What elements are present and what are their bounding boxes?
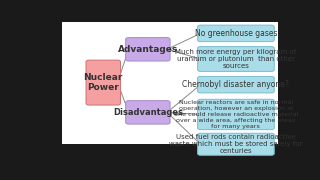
Text: Nuclear reactors are safe in normal
operation, however an explosion at
one could: Nuclear reactors are safe in normal oper… xyxy=(174,100,298,129)
FancyBboxPatch shape xyxy=(126,38,170,61)
FancyBboxPatch shape xyxy=(62,22,278,144)
Text: Nuclear
Power: Nuclear Power xyxy=(84,73,123,92)
FancyBboxPatch shape xyxy=(198,133,274,155)
FancyBboxPatch shape xyxy=(126,101,170,124)
FancyBboxPatch shape xyxy=(198,99,274,130)
Text: No greenhouse gases: No greenhouse gases xyxy=(195,29,277,38)
FancyBboxPatch shape xyxy=(198,76,274,93)
Text: Advantages: Advantages xyxy=(118,45,178,54)
Text: Much more energy per kilogram of
uranium or plutonium  than other
sources: Much more energy per kilogram of uranium… xyxy=(175,49,297,69)
Text: Disadvantages: Disadvantages xyxy=(113,108,183,117)
FancyBboxPatch shape xyxy=(198,47,274,71)
Text: Used fuel rods contain radioactive
waste which must be stored safely for
centuri: Used fuel rods contain radioactive waste… xyxy=(169,134,303,154)
FancyBboxPatch shape xyxy=(198,25,274,42)
Text: Chernobyl disaster anyone?: Chernobyl disaster anyone? xyxy=(182,80,289,89)
FancyBboxPatch shape xyxy=(86,60,120,105)
